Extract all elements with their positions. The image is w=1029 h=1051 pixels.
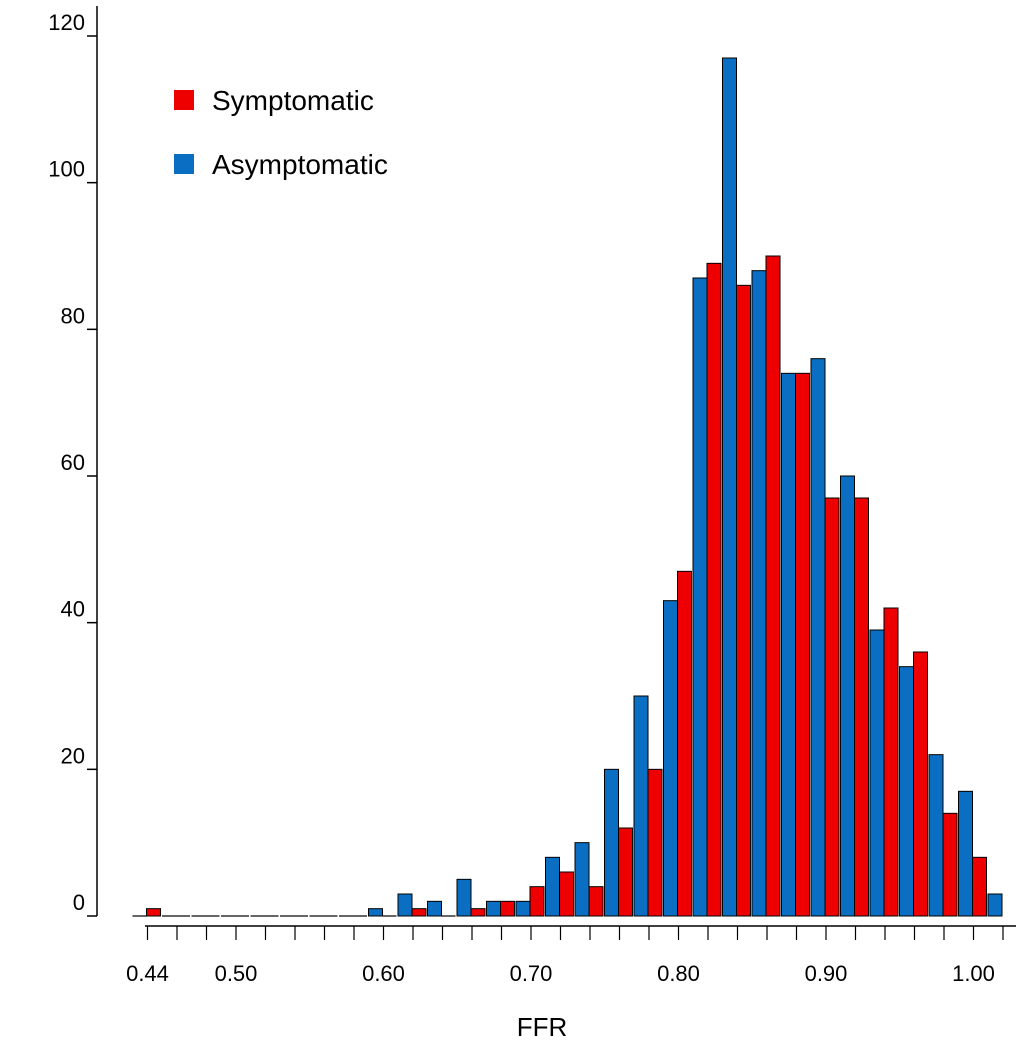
symptomatic-bar (765, 255, 781, 917)
asymptomatic-bar (456, 878, 472, 917)
symptomatic-bar (470, 908, 486, 917)
asymptomatic-bar (692, 277, 708, 917)
symptomatic-bar (588, 886, 604, 917)
x-tick-label: 0.50 (215, 961, 258, 986)
asymptomatic-bar (810, 358, 826, 917)
legend-label-symptomatic: Symptomatic (212, 85, 374, 116)
asymptomatic-bar (427, 900, 442, 917)
asymptomatic-bar (928, 754, 944, 917)
asymptomatic-bar (722, 57, 737, 917)
asymptomatic-bar (663, 600, 678, 917)
symptomatic-bar (529, 886, 545, 917)
legend: Symptomatic Asymptomatic (174, 85, 388, 180)
y-tick-label: 120 (48, 10, 85, 35)
asymptomatic-bar (987, 893, 1003, 917)
symptomatic-bar (972, 856, 987, 917)
symptomatic-bar (706, 262, 722, 917)
x-axis-title: FFR (517, 1012, 568, 1042)
y-tick-label: 100 (48, 157, 85, 182)
asymptomatic-bar (486, 900, 501, 917)
asymptomatic-bar (869, 629, 885, 917)
y-tick-label: 80 (61, 303, 85, 328)
axes-group (96, 6, 1016, 927)
asymptomatic-bar (515, 900, 531, 917)
asymptomatic-bar (545, 856, 560, 917)
symptomatic-bar (559, 871, 574, 917)
symptomatic-bar (647, 768, 663, 917)
symptomatic-bar (736, 284, 751, 917)
legend-swatch-symptomatic (174, 90, 194, 110)
y-tick-label: 60 (61, 450, 85, 475)
y-tick-label: 20 (61, 743, 85, 768)
asymptomatic-bar (781, 372, 796, 917)
x-tick-label: 0.90 (805, 961, 848, 986)
asymptomatic-bar (574, 842, 590, 917)
symptomatic-bar (795, 372, 810, 917)
asymptomatic-bar (840, 475, 855, 917)
symptomatic-bar (146, 908, 161, 917)
y-ticks-group: 0 20 40 60 80 100 120 (48, 10, 97, 917)
asymptomatic-bar (958, 790, 973, 917)
y-tick-label: 0 (73, 890, 85, 915)
asymptomatic-bar (751, 270, 767, 917)
x-tick-labels-group: 0.44 0.50 0.60 0.70 0.80 0.90 1.00 (126, 961, 995, 986)
y-tick-label: 40 (61, 597, 85, 622)
x-tick-label: 0.70 (510, 961, 553, 986)
asymptomatic-bar (397, 893, 413, 917)
symptomatic-bar (942, 812, 958, 917)
asymptomatic-bar (368, 908, 383, 917)
symptomatic-bar (913, 651, 928, 917)
bars-group (132, 57, 1003, 917)
symptomatic-bar (411, 908, 427, 917)
legend-label-asymptomatic: Asymptomatic (212, 149, 388, 180)
asymptomatic-bar (604, 768, 619, 917)
symptomatic-bar (883, 607, 899, 917)
x-tick-label: 0.80 (657, 961, 700, 986)
x-tick-label: 1.00 (952, 961, 995, 986)
x-tick-label: 0.44 (126, 961, 169, 986)
symptomatic-bar (824, 497, 840, 917)
x-ticks-group (146, 926, 1004, 940)
x-tick-label: 0.60 (362, 961, 405, 986)
legend-swatch-asymptomatic (174, 154, 194, 174)
asymptomatic-bar (633, 695, 649, 917)
symptomatic-bar (618, 827, 633, 917)
asymptomatic-bar (899, 666, 914, 917)
symptomatic-bar (854, 497, 869, 917)
symptomatic-bar (500, 900, 515, 917)
symptomatic-bar (677, 570, 692, 917)
